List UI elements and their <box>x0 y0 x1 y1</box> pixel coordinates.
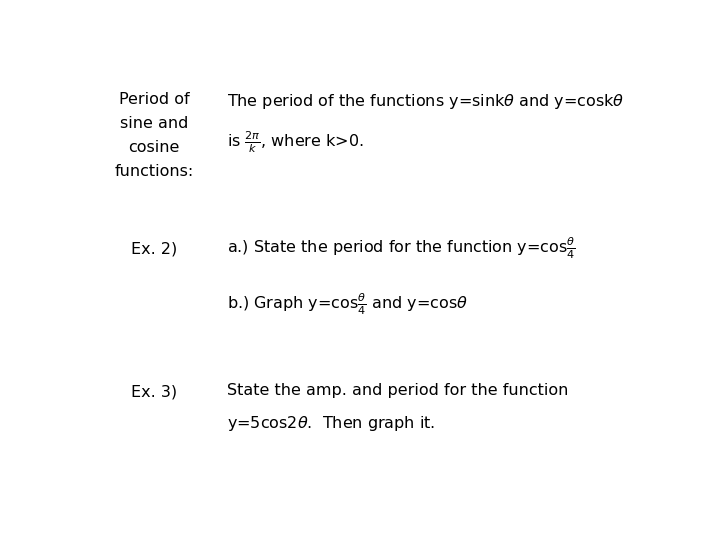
Text: Ex. 3): Ex. 3) <box>131 385 177 400</box>
Text: Period of: Period of <box>119 92 189 107</box>
Text: Ex. 2): Ex. 2) <box>131 241 177 256</box>
Text: The period of the functions y=sink$\theta$ and y=cosk$\theta$: The period of the functions y=sink$\thet… <box>227 92 624 111</box>
Text: y=5cos2$\theta$.  Then graph it.: y=5cos2$\theta$. Then graph it. <box>227 414 435 433</box>
Text: b.) Graph y=cos$\frac{\theta}{4}$ and y=cos$\theta$: b.) Graph y=cos$\frac{\theta}{4}$ and y=… <box>227 292 468 317</box>
Text: State the amp. and period for the function: State the amp. and period for the functi… <box>227 383 568 398</box>
Text: is $\frac{2\pi}{k}$, where k>0.: is $\frac{2\pi}{k}$, where k>0. <box>227 129 364 155</box>
Text: a.) State the period for the function y=cos$\frac{\theta}{4}$: a.) State the period for the function y=… <box>227 235 575 261</box>
Text: functions:: functions: <box>114 164 194 179</box>
Text: cosine: cosine <box>128 140 180 155</box>
Text: sine and: sine and <box>120 116 189 131</box>
